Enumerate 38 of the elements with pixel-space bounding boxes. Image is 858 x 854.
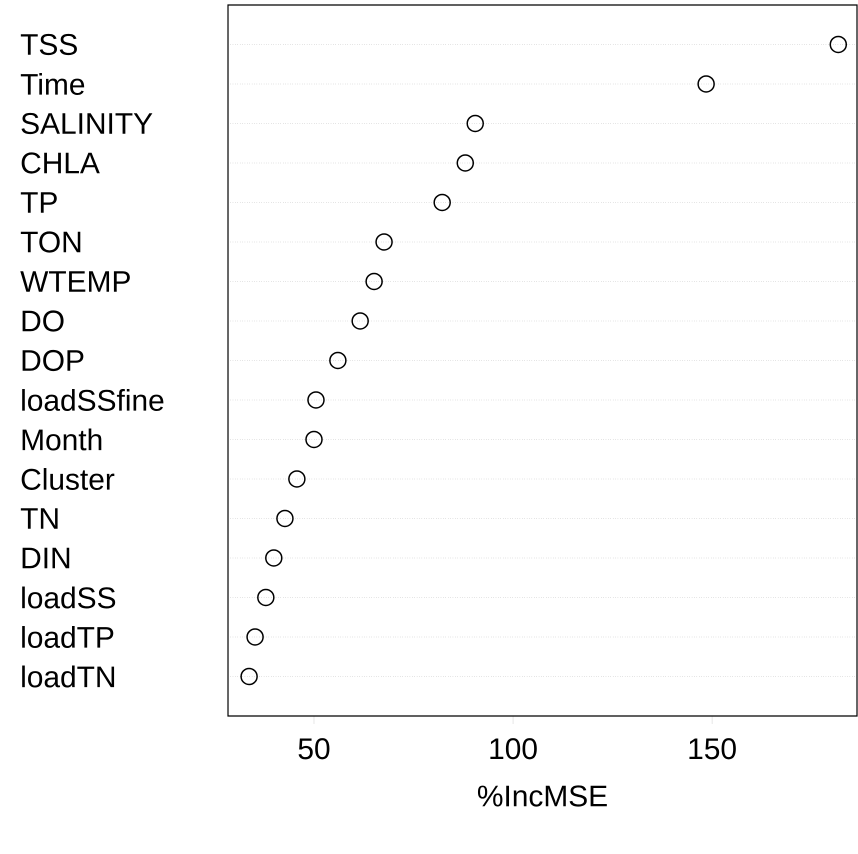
point bbox=[329, 352, 347, 370]
y-tick-label: CHLA bbox=[22, 152, 100, 174]
y-tick-label: TSS bbox=[20, 34, 77, 56]
point bbox=[365, 272, 383, 290]
point bbox=[351, 312, 369, 330]
point bbox=[265, 549, 283, 567]
y-tick-label: Cluster bbox=[22, 468, 114, 490]
y-tick-label: SALINITY bbox=[22, 112, 152, 134]
point bbox=[246, 628, 264, 646]
y-tick-label: loadSS bbox=[22, 586, 116, 608]
y-tick-label: loadTP bbox=[22, 626, 114, 648]
x-tick-label: 150 bbox=[689, 738, 736, 760]
y-tick-label: TN bbox=[20, 508, 58, 529]
y-tick-label: DO bbox=[22, 310, 64, 332]
x-axis-title: %IncMSE bbox=[478, 785, 607, 807]
point bbox=[375, 233, 393, 251]
point bbox=[456, 154, 474, 172]
point bbox=[305, 430, 323, 448]
y-tick-label: loadTN bbox=[22, 666, 114, 688]
point bbox=[433, 194, 451, 212]
y-tick-label: WTEMP bbox=[20, 271, 130, 292]
y-tick-label: Time bbox=[20, 73, 84, 95]
point bbox=[288, 470, 306, 488]
point bbox=[257, 588, 275, 606]
y-tick-label: DOP bbox=[22, 350, 84, 372]
y-tick-label: TP bbox=[20, 192, 57, 213]
point bbox=[240, 668, 258, 686]
point bbox=[830, 36, 848, 54]
point bbox=[466, 114, 484, 132]
point bbox=[276, 510, 294, 528]
y-tick-label: loadSSfine bbox=[22, 389, 164, 411]
x-tick-label: 100 bbox=[490, 738, 537, 760]
point bbox=[307, 391, 325, 409]
point bbox=[697, 75, 715, 93]
y-tick-label: Month bbox=[22, 428, 102, 450]
x-tick-label: 50 bbox=[298, 738, 330, 760]
y-tick-label: DIN bbox=[22, 548, 70, 568]
y-tick-label: TON bbox=[20, 231, 80, 253]
